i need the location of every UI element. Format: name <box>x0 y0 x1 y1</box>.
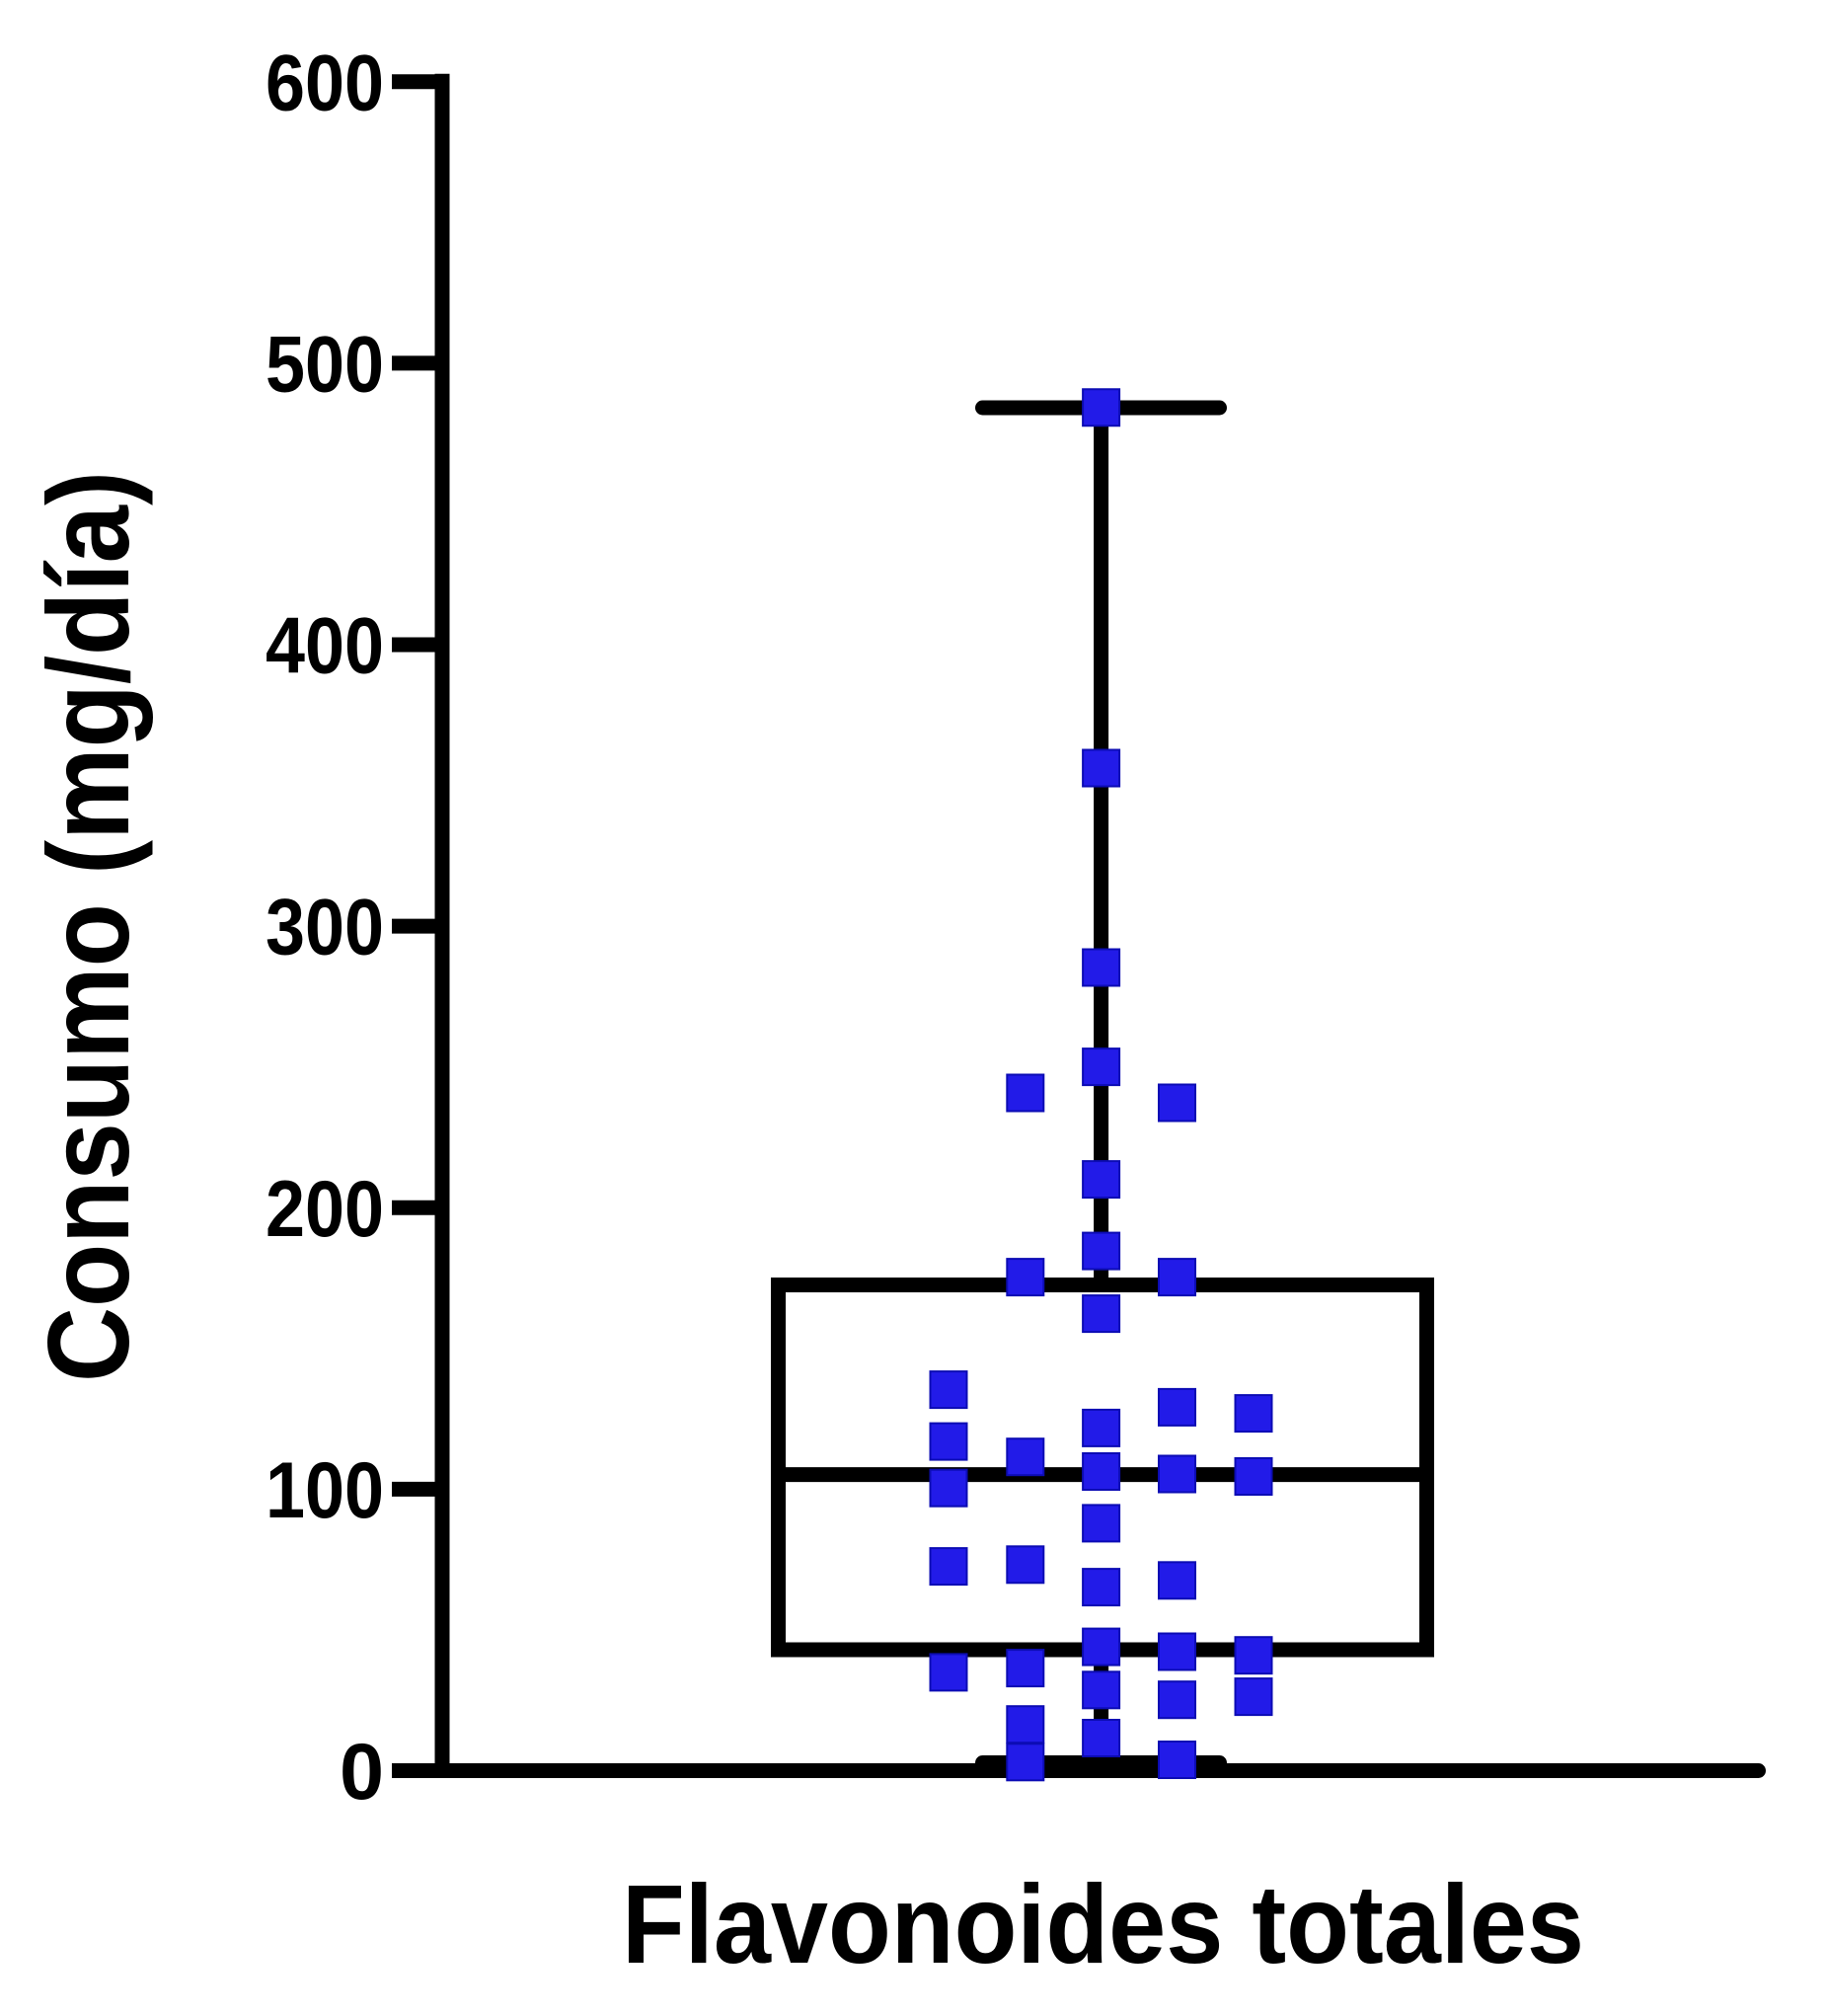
svg-text:0: 0 <box>340 1728 384 1817</box>
svg-text:Consumo (mg/día): Consumo (mg/día) <box>24 471 153 1382</box>
svg-text:200: 200 <box>266 1165 384 1254</box>
svg-text:500: 500 <box>266 321 384 410</box>
svg-text:600: 600 <box>266 39 384 127</box>
svg-text:100: 100 <box>266 1446 384 1535</box>
svg-text:400: 400 <box>266 602 384 691</box>
svg-text:300: 300 <box>266 884 384 972</box>
svg-text:Flavonoides totales: Flavonoides totales <box>622 1862 1584 1986</box>
